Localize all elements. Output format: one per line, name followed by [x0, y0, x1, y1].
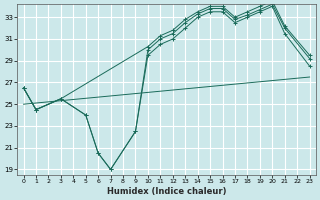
X-axis label: Humidex (Indice chaleur): Humidex (Indice chaleur)	[107, 187, 226, 196]
